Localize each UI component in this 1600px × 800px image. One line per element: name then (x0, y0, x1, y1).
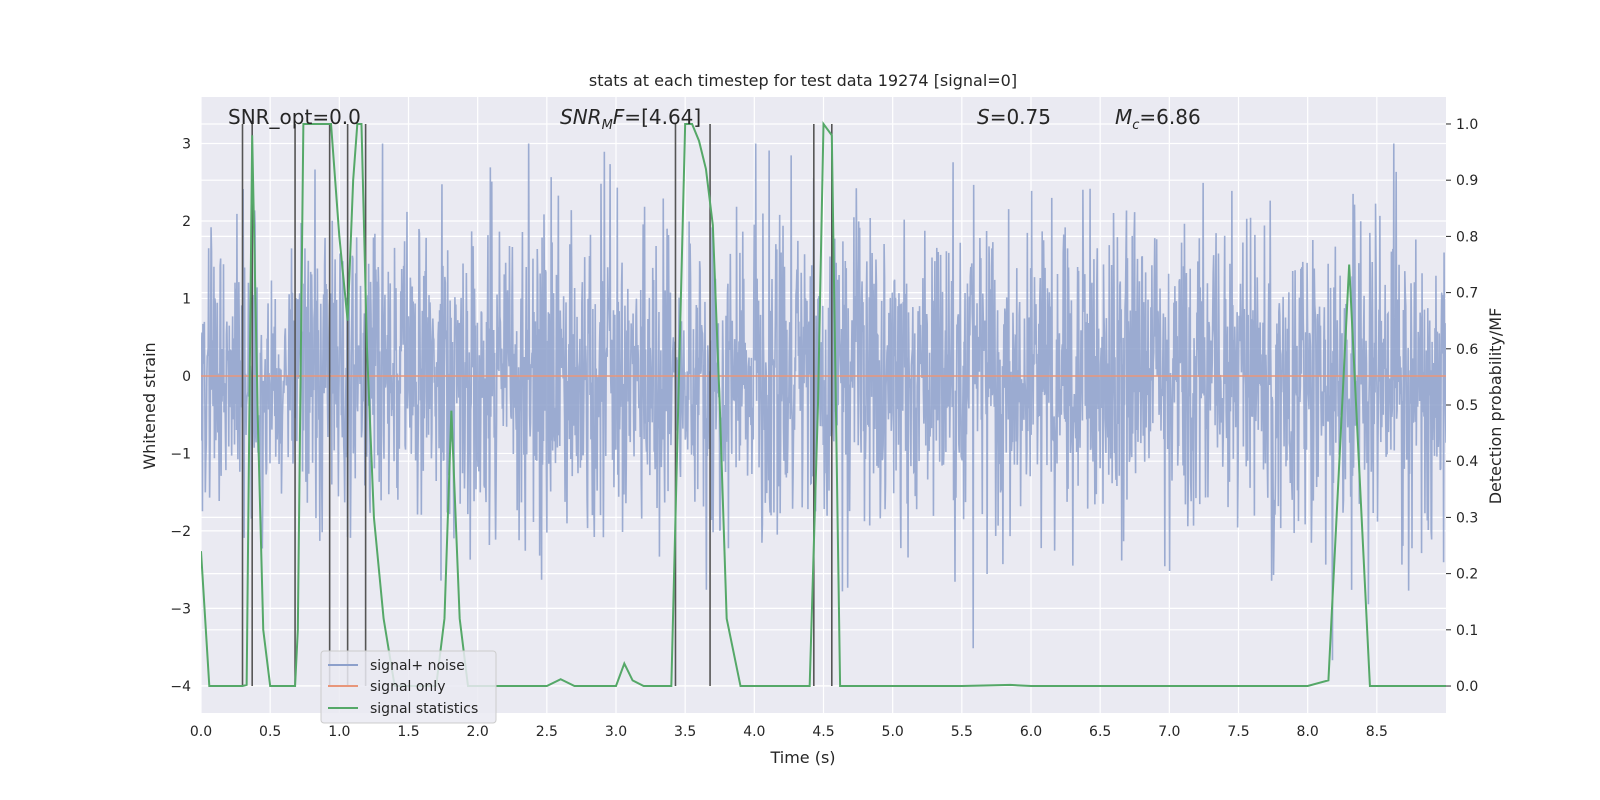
y-right-tick-label: 0.5 (1456, 398, 1478, 414)
y-right-tick-label: 0.7 (1456, 286, 1478, 302)
s-value: =0.75 (990, 105, 1051, 129)
x-tick-label: 4.0 (743, 724, 765, 740)
legend-box (320, 650, 497, 724)
y-left-tick-label: −2 (170, 524, 191, 540)
annotation-snr-mf: SNRMF=[4.64] (560, 105, 701, 133)
x-tick-label: 1.5 (397, 724, 419, 740)
y-left-tick-label: 0 (182, 369, 191, 385)
signal-statistics-series (201, 121, 1446, 688)
x-tick-label: 4.5 (812, 724, 834, 740)
annotation-s: S=0.75 (977, 105, 1051, 129)
y-left-tick-label: 3 (182, 136, 191, 152)
legend-label-signal-statistics: signal statistics (370, 701, 478, 717)
x-tick-label: 2.0 (467, 724, 489, 740)
y-axis-left-label: Whitened strain (140, 342, 159, 469)
svg-text:Mc=6.86: Mc=6.86 (1115, 105, 1201, 133)
y-axis-right: 0.0 0.1 0.2 0.3 0.4 0.5 0.6 0.7 0.8 0.9 1.0 (1446, 117, 1478, 695)
y-left-tick-label: 2 (182, 214, 191, 230)
x-tick-label: 5.0 (882, 724, 904, 740)
y-right-tick-label: 0.3 (1456, 510, 1478, 526)
y-axis-left: −4 −3 −2 −1 0 1 2 3 (170, 136, 191, 694)
x-axis-label: Time (s) (769, 748, 835, 767)
x-tick-label: 1.0 (328, 724, 350, 740)
x-tick-label: 0.0 (190, 724, 212, 740)
annotation-mc: Mc=6.86 (1115, 105, 1201, 133)
legend: signal+ noise signal only signal statist… (320, 650, 497, 724)
x-tick-label: 6.0 (1020, 724, 1042, 740)
chart-title: stats at each timestep for test data 192… (589, 71, 1017, 90)
signal-noise-series (201, 143, 1446, 661)
x-tick-label: 3.0 (605, 724, 627, 740)
y-right-tick-label: 1.0 (1456, 117, 1478, 133)
annotation-snr-opt: SNR_opt=0.0 (228, 105, 361, 129)
y-right-tick-label: 0.0 (1456, 679, 1478, 695)
x-tick-label: 2.5 (536, 724, 558, 740)
y-right-tick-label: 0.4 (1456, 454, 1478, 470)
snr-mf-value: [4.64] (641, 105, 701, 129)
mc-value: =6.86 (1139, 105, 1200, 129)
y-right-tick-label: 0.1 (1456, 623, 1478, 639)
y-right-tick-label: 0.6 (1456, 342, 1478, 358)
y-axis-right-label: Detection probability/MF (1486, 308, 1505, 505)
x-tick-label: 7.0 (1158, 724, 1180, 740)
y-left-tick-label: −4 (170, 679, 191, 695)
x-axis: 0.0 0.5 1.0 1.5 2.0 2.5 3.0 3.5 4.0 4.5 5.0 5.5 6.0 6… (190, 724, 1388, 740)
y-left-tick-label: −3 (170, 601, 191, 617)
x-tick-label: 0.5 (259, 724, 281, 740)
legend-label-signal-noise: signal+ noise (370, 658, 465, 674)
x-tick-label: 8.5 (1366, 724, 1388, 740)
y-left-tick-label: −1 (170, 446, 191, 462)
y-right-tick-label: 0.2 (1456, 567, 1478, 583)
svg-text:SNRMF=[4.64]: SNRMF=[4.64] (560, 105, 701, 133)
svg-text:S=0.75: S=0.75 (977, 105, 1051, 129)
x-tick-label: 6.5 (1089, 724, 1111, 740)
legend-label-signal-only: signal only (370, 679, 445, 695)
y-left-tick-label: 1 (182, 291, 191, 307)
x-tick-label: 5.5 (951, 724, 973, 740)
x-tick-label: 7.5 (1227, 724, 1249, 740)
y-right-tick-label: 0.9 (1456, 173, 1478, 189)
x-tick-label: 3.5 (674, 724, 696, 740)
y-right-tick-label: 0.8 (1456, 229, 1478, 245)
x-tick-label: 8.0 (1297, 724, 1319, 740)
